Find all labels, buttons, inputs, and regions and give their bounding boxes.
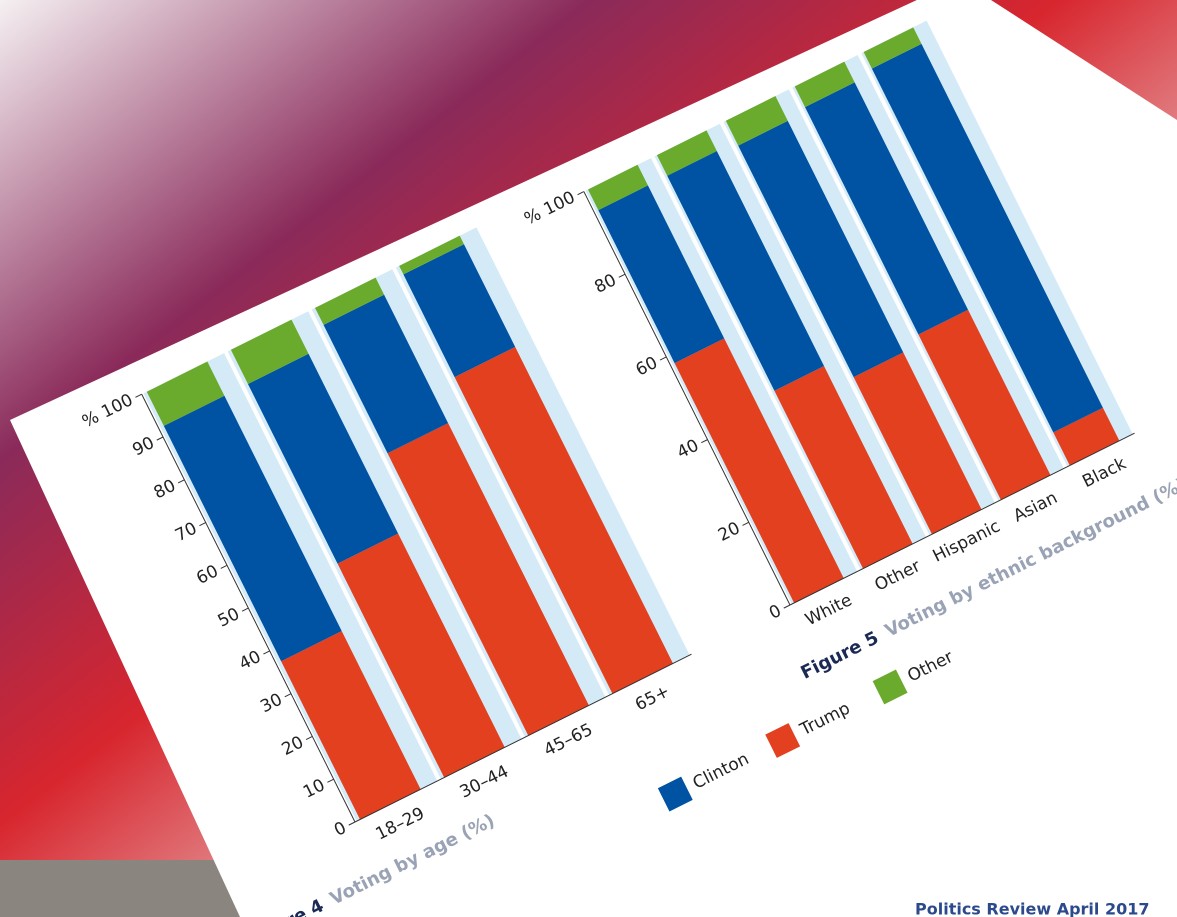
- bar-segment: [387, 423, 589, 736]
- bar-segment: [656, 130, 717, 176]
- y-tick: [284, 693, 292, 698]
- y-tick: [305, 735, 313, 741]
- bar-segment: [281, 631, 421, 820]
- bar-segment: [805, 82, 969, 335]
- y-tick: [199, 522, 206, 527]
- bar-segment: [674, 338, 844, 603]
- bar-segment: [725, 96, 788, 146]
- bar-segment: [399, 235, 464, 275]
- y-tick: [618, 273, 626, 278]
- bar-segment: [1053, 407, 1120, 466]
- x-axis: [789, 432, 1135, 606]
- bar-segment: [853, 352, 982, 535]
- bar-segment: [863, 27, 922, 69]
- bar-segment: [163, 395, 342, 662]
- bar-segment: [667, 151, 825, 391]
- y-tick: [263, 650, 270, 655]
- y-tick: [348, 821, 356, 826]
- bar-segment: [918, 309, 1051, 500]
- y-tick: [659, 356, 667, 361]
- x-axis: [354, 653, 692, 823]
- y-tick: [220, 564, 228, 569]
- bar-segment: [738, 120, 904, 378]
- y-axis: [583, 191, 791, 606]
- bar-segment: [146, 361, 225, 426]
- y-tick: [701, 439, 708, 444]
- bar-segment: [871, 43, 1103, 433]
- bar-segment: [337, 533, 505, 778]
- bar-segment: [454, 346, 673, 694]
- bar-segment: [794, 61, 855, 108]
- footer: Politics Review April 2017: [915, 900, 1149, 917]
- legend-swatch: [765, 723, 801, 758]
- y-tick: [241, 607, 249, 612]
- bar-segment: [323, 294, 449, 454]
- bar-segment: [598, 185, 725, 364]
- legend-swatch: [657, 776, 693, 812]
- bar-segment: [230, 319, 309, 384]
- legend-swatch: [872, 669, 908, 705]
- y-tick: [783, 604, 791, 609]
- bar-segment: [403, 244, 516, 378]
- bar-segment: [587, 164, 648, 211]
- bar-segment: [774, 366, 913, 569]
- y-tick: [177, 479, 185, 484]
- y-tick: [577, 191, 585, 196]
- bar-segment: [315, 277, 385, 325]
- y-tick: [156, 436, 164, 441]
- y-tick: [327, 778, 334, 783]
- bar-segment: [247, 353, 399, 564]
- y-tick: [135, 393, 142, 398]
- y-tick: [742, 521, 749, 526]
